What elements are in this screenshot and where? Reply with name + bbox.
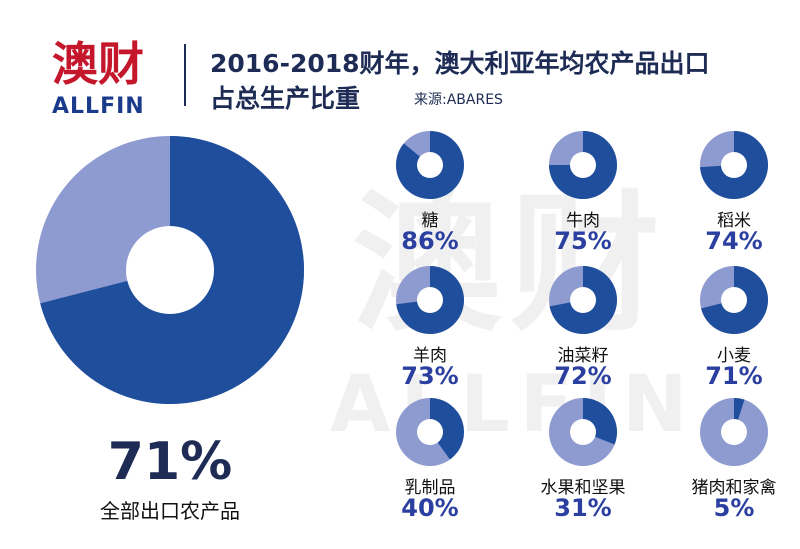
item-label: 水果和坚果 — [540, 478, 626, 498]
item-5-donut — [549, 266, 617, 334]
item-label: 乳制品 — [404, 478, 456, 498]
logo-en: ALLFIN — [52, 94, 145, 119]
main-percent: 71% — [107, 432, 233, 492]
item-4-hole — [417, 287, 443, 313]
item-percent: 74% — [705, 227, 763, 255]
item-label: 糖 — [421, 211, 439, 231]
item-label: 小麦 — [717, 346, 751, 366]
source-note: 来源:ABARES — [414, 92, 503, 108]
item-9-donut — [700, 398, 768, 466]
item-6-donut — [700, 266, 769, 334]
item-8-hole — [570, 419, 596, 445]
main-donut — [36, 136, 305, 404]
item-percent: 31% — [554, 494, 612, 522]
item-1-donut — [395, 131, 464, 200]
item-percent: 72% — [554, 362, 612, 390]
item-label: 稻米 — [717, 211, 751, 231]
item-label: 羊肉 — [413, 346, 447, 366]
item-label: 油菜籽 — [557, 346, 609, 366]
item-7-donut — [396, 398, 465, 466]
item-label: 猪肉和家禽 — [691, 478, 777, 498]
main-label: 全部出口农产品 — [100, 499, 240, 523]
item-7-share-slice — [430, 398, 465, 460]
chart-title-line2: 占总生产比重 — [210, 84, 361, 113]
item-label: 牛肉 — [566, 211, 600, 231]
item-6-hole — [721, 287, 747, 313]
main-hole — [126, 226, 214, 314]
item-2-hole — [570, 152, 596, 178]
item-8-donut — [549, 398, 617, 466]
logo: 澳财 ALLFIN — [52, 37, 164, 119]
header-divider — [184, 44, 186, 106]
logo-cn: 澳财 — [52, 37, 144, 91]
item-percent: 86% — [401, 227, 459, 255]
item-percent: 73% — [401, 362, 459, 390]
item-7-hole — [417, 419, 443, 445]
chart-title-line1: 2016-2018财年，澳大利亚年均农产品出口 — [210, 49, 710, 78]
item-3-hole — [721, 152, 747, 178]
item-4-donut — [396, 266, 465, 335]
item-percent: 75% — [554, 227, 612, 255]
item-percent: 71% — [705, 362, 763, 390]
item-2-donut — [549, 131, 617, 199]
item-3-donut — [700, 131, 769, 200]
item-percent: 5% — [713, 494, 755, 522]
item-1-hole — [417, 152, 443, 178]
item-percent: 40% — [401, 494, 459, 522]
item-9-hole — [721, 419, 747, 445]
item-5-hole — [570, 287, 596, 313]
